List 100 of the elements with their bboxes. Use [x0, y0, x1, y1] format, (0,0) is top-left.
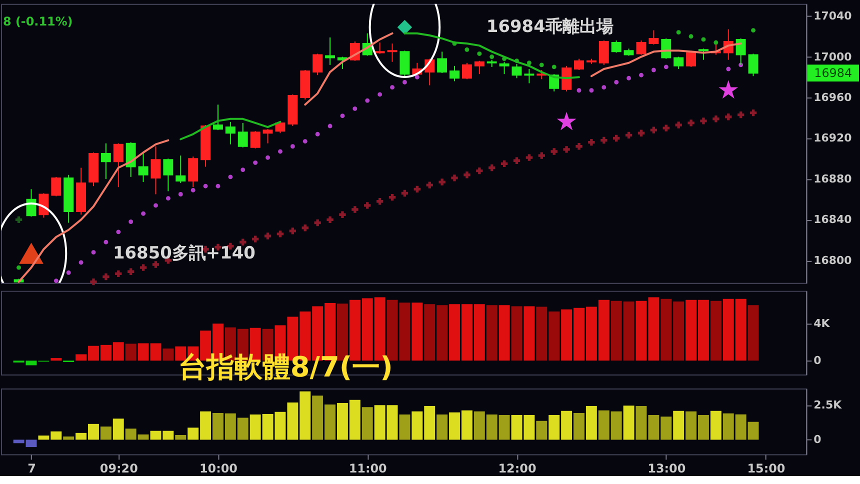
- y-tick-label: 17000: [814, 50, 852, 64]
- point: [378, 92, 382, 97]
- candlestick: [474, 60, 484, 75]
- point: [276, 230, 284, 238]
- bar: [399, 414, 410, 440]
- candlestick: [250, 130, 260, 149]
- annotation: 8 (-0.11%): [2, 14, 73, 29]
- x-tick-label: 15:00: [747, 462, 786, 476]
- point: [178, 192, 183, 196]
- candlestick: [437, 51, 448, 74]
- point: [90, 278, 97, 286]
- point: [364, 202, 371, 209]
- y-tick-label: 16840: [814, 213, 852, 226]
- point: [650, 126, 658, 134]
- point: [314, 219, 321, 226]
- candlestick: [238, 122, 248, 148]
- point: [116, 230, 121, 234]
- point: [397, 20, 412, 35]
- point: [102, 273, 110, 280]
- point: [718, 80, 738, 99]
- point: [438, 178, 446, 186]
- point: [140, 264, 147, 271]
- y-tick-label: 17040: [814, 10, 852, 23]
- candlestick: [212, 104, 223, 131]
- text: 16850多訊+140: [112, 242, 256, 262]
- point: [556, 112, 576, 130]
- point: [662, 124, 670, 132]
- point: [751, 28, 756, 33]
- candlestick: [400, 50, 410, 78]
- bar: [511, 306, 522, 361]
- point: [750, 109, 757, 116]
- point: [390, 85, 394, 90]
- point: [401, 190, 408, 197]
- point: [252, 236, 259, 242]
- candlestick: [113, 142, 124, 188]
- bar: [100, 426, 112, 440]
- x-tick-label: 11:00: [348, 462, 387, 476]
- y-tick-label: 16920: [814, 132, 852, 145]
- point: [16, 265, 22, 270]
- candlestick: [574, 58, 584, 71]
- point: [625, 132, 632, 139]
- candlestick: [512, 63, 522, 79]
- bar: [362, 407, 373, 440]
- point: [737, 111, 744, 118]
- y-tick-label: 0: [814, 433, 822, 446]
- point: [550, 148, 558, 155]
- point: [352, 206, 358, 213]
- candlestick: [698, 48, 708, 60]
- point: [500, 160, 508, 168]
- y-tick-label: 0: [814, 354, 822, 368]
- point: [190, 188, 196, 192]
- point: [128, 220, 134, 224]
- bar: [748, 305, 759, 361]
- point: [340, 114, 345, 118]
- point: [328, 124, 332, 128]
- point: [128, 268, 134, 275]
- point: [326, 216, 334, 224]
- point: [712, 116, 720, 122]
- point: [600, 136, 608, 144]
- point: [725, 114, 732, 120]
- point: [576, 88, 582, 93]
- point: [626, 76, 632, 80]
- point: [78, 260, 84, 265]
- point: [154, 203, 158, 208]
- candlestick: [562, 65, 572, 92]
- point: [613, 134, 620, 142]
- point: [141, 211, 146, 216]
- y-tick-label: 16800: [814, 254, 852, 267]
- point: [365, 98, 370, 103]
- text: 台指軟體8/7(一): [178, 350, 393, 384]
- point: [289, 228, 296, 234]
- point: [451, 174, 458, 182]
- point: [490, 54, 494, 59]
- point: [228, 174, 233, 180]
- bar: [436, 414, 448, 440]
- point: [266, 155, 270, 160]
- point: [526, 60, 532, 66]
- point: [388, 194, 396, 201]
- bar: [63, 436, 74, 440]
- point: [701, 37, 706, 42]
- x-tick-label: 13:00: [648, 462, 686, 476]
- point: [216, 184, 220, 188]
- candlestick: [524, 68, 534, 84]
- point: [576, 143, 582, 150]
- candlestick: [450, 65, 460, 82]
- point: [589, 88, 594, 93]
- y-tick-label: 4K: [814, 317, 830, 330]
- point: [376, 198, 384, 205]
- candlestick: [611, 40, 622, 54]
- candlestick: [374, 42, 385, 54]
- y-tick-label: 16960: [814, 90, 852, 104]
- point: [104, 240, 108, 244]
- point: [290, 144, 295, 149]
- candlestick: [262, 128, 273, 144]
- point: [54, 278, 58, 284]
- text: 16984乖離出場: [486, 16, 614, 36]
- bar: [125, 344, 136, 361]
- candlestick: [100, 142, 111, 180]
- point: [676, 30, 681, 35]
- point: [526, 154, 533, 161]
